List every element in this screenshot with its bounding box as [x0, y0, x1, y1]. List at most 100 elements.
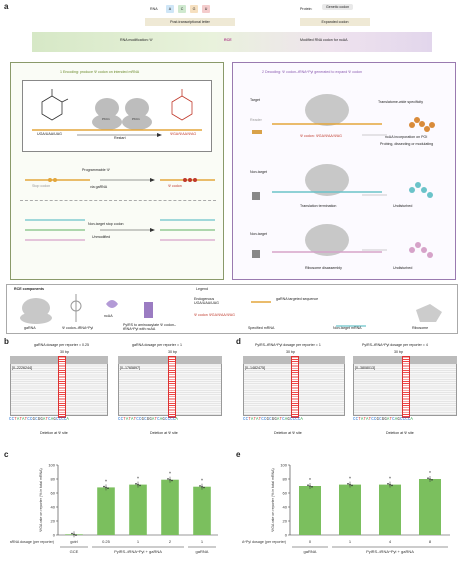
group-label: GCE — [70, 549, 79, 554]
panel-b-letter: b — [4, 337, 9, 346]
garna-target-label: gaRNA targeted sequence — [276, 297, 319, 301]
d-left-span: 30 bp — [286, 350, 295, 354]
data-point — [391, 484, 393, 487]
y-tick-label: 0 — [53, 532, 56, 537]
uridine-codons: UGA/UAA/UAG — [37, 132, 62, 136]
b-left-deletion-column — [58, 356, 66, 418]
data-point — [201, 485, 203, 488]
b-right-note: Deletion at Ψ site — [150, 431, 178, 435]
protein-label: Protein: — [300, 7, 313, 11]
significance-star: * — [201, 479, 203, 485]
non-target-stop-label: Non-target stop codon — [88, 222, 124, 226]
category-label: gctrl — [70, 539, 78, 544]
via-garna-label: via gaRNA — [90, 185, 108, 189]
data-point — [199, 485, 201, 487]
data-point — [103, 485, 105, 488]
b-left-sequence: CCTATATCCGCGGATCAGCCCCA — [9, 418, 70, 422]
d-left-title: PylRS–tRNA^Pyl dosage per reporter = 1 — [255, 343, 321, 347]
programmable-label: Programmable Ψ — [82, 168, 110, 172]
data-point — [309, 485, 311, 487]
expanded-codon-box: Expanded codon — [300, 18, 370, 26]
components-box — [6, 284, 458, 334]
y-tick-label: 80 — [51, 476, 56, 481]
data-point — [171, 479, 173, 482]
group-label: gaRNA — [304, 549, 317, 554]
divider-1 — [20, 200, 216, 201]
bar — [339, 484, 361, 535]
significance-star: * — [105, 479, 107, 485]
non-target-row-svg — [25, 219, 215, 241]
components-svg — [20, 294, 442, 327]
data-point — [427, 477, 429, 479]
y-tick-label: 80 — [283, 476, 288, 481]
data-point — [73, 533, 75, 536]
data-point — [169, 478, 171, 481]
significance-star: * — [349, 477, 351, 483]
d-right-sequence: CCTATATCCGCGGATCAGCCCCA — [353, 418, 414, 422]
y-tick-label: 40 — [283, 504, 288, 509]
data-point — [387, 483, 389, 485]
ncaa-incorp-label: ncAA incorporation on POI — [385, 135, 428, 139]
bar — [129, 484, 147, 535]
probing-label: Probing, dissecting or modulating — [380, 142, 434, 146]
data-point — [71, 532, 73, 535]
d-right-span: 30 bp — [394, 350, 403, 354]
stop-codon-label: Stop codon — [32, 184, 51, 188]
mechanism-box — [22, 80, 212, 152]
category-label: 2 — [169, 539, 172, 544]
dosage-label: gaRNA dosage (per reporter) — [10, 540, 54, 544]
data-point — [431, 479, 433, 481]
panel-d-letter: d — [236, 337, 241, 346]
unmodified-label: Unmodified — [92, 235, 111, 239]
post-transcriptional-box: Post-transcriptional letter — [145, 18, 235, 26]
dosage-label: PylRS–tRNA^Pyl dosage (per reporter) — [242, 540, 286, 544]
b-right-id: [0–1765897] — [120, 366, 140, 370]
panel-a-letter: a — [4, 2, 9, 11]
d-left-deletion-column — [291, 356, 299, 418]
significance-star: * — [137, 477, 139, 483]
svg-text:PKC1: PKC1 — [102, 117, 110, 121]
nucleotide-a: A — [166, 5, 174, 13]
b-right-title: gaRNA dosage per reporter = 1 — [132, 343, 183, 347]
non-target-mrna-label: Non-target mRNA — [333, 326, 362, 330]
y-axis-label: ΨGA rate on reporter (% in total mRNA) — [271, 468, 275, 532]
target-label: Target — [250, 98, 260, 102]
y-tick-label: 20 — [283, 518, 288, 523]
nucleotide-g: G — [190, 5, 198, 13]
modified-codon-label: Modified RNA codon for ncAA — [300, 38, 348, 42]
category-label: 8 — [429, 539, 432, 544]
rce-components-title: RCE components — [14, 287, 44, 291]
d-left-note: Deletion at Ψ site — [274, 431, 302, 435]
panel-e-letter: e — [236, 450, 241, 459]
pseudo-codons: ΨGA/ΨAA/ΨAG — [170, 132, 197, 136]
y-tick-label: 60 — [51, 490, 56, 495]
y-tick-label: 60 — [283, 490, 288, 495]
category-label: 1 — [349, 539, 352, 544]
b-left-id: [0–2226244] — [12, 366, 32, 370]
data-point — [347, 483, 349, 485]
genetic-codon-box: Genetic codon — [322, 4, 354, 10]
data-point — [137, 483, 139, 486]
data-point — [351, 484, 353, 487]
panel-c-letter: c — [4, 450, 9, 459]
group-label: gaRNA — [196, 549, 209, 554]
restart-label: Restart — [114, 136, 126, 140]
data-point — [135, 483, 137, 485]
legend-title: Legend — [196, 287, 208, 291]
d-right-id: [0–3808013] — [355, 366, 375, 370]
endogenous-label: Endogenous UGA/UAA/UAG — [194, 297, 219, 305]
category-label: 1 — [137, 539, 140, 544]
d-right-deletion-column — [402, 356, 410, 418]
category-label: 0.25 — [102, 539, 111, 544]
bar — [161, 479, 179, 535]
d-left-id: [0–1482475] — [245, 366, 265, 370]
psi-codon-legend-label: Ψ codon ΨGA/ΨAA/ΨAG — [194, 313, 235, 317]
y-tick-label: 40 — [51, 504, 56, 509]
decoding-title: 2 Decoding: Ψ codon–tRNA^Pyl generated t… — [262, 70, 362, 74]
chart-c: 0 20 40 60 80 100 ΨGA rate on reporter (% in t… — [10, 462, 218, 554]
d-right-note: Deletion at Ψ site — [386, 431, 414, 435]
b-left-title: gaRNA dosage per reporter = 0.25 — [34, 343, 90, 347]
data-point — [429, 478, 431, 480]
y-axis-label: ΨGA rate on reporter (% in total mRNA) — [39, 468, 43, 532]
ribosome-label: Ribosome — [412, 326, 429, 330]
